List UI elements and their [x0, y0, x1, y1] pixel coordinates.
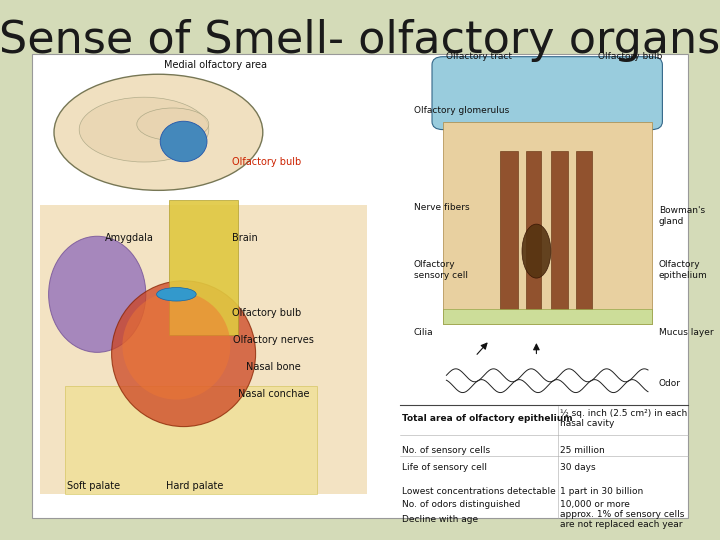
Text: Brain: Brain	[232, 233, 258, 242]
Text: approx. 1% of sensory cells
are not replaced each year: approx. 1% of sensory cells are not repl…	[560, 510, 685, 529]
FancyBboxPatch shape	[40, 205, 367, 494]
Ellipse shape	[49, 237, 145, 352]
Text: ½ sq. inch (2.5 cm²) in each
nasal cavity: ½ sq. inch (2.5 cm²) in each nasal cavit…	[560, 409, 688, 428]
FancyBboxPatch shape	[432, 57, 662, 130]
Ellipse shape	[112, 281, 256, 427]
Text: Sense of Smell- olfactory organs: Sense of Smell- olfactory organs	[0, 19, 720, 62]
Ellipse shape	[54, 74, 263, 191]
FancyBboxPatch shape	[526, 151, 541, 313]
Text: Olfactory bulb: Olfactory bulb	[598, 52, 662, 61]
Text: Nasal bone: Nasal bone	[246, 362, 301, 372]
Text: Olfactory glomerulus: Olfactory glomerulus	[414, 106, 509, 115]
Text: Odor: Odor	[659, 379, 681, 388]
Text: Olfactory tract: Olfactory tract	[446, 52, 513, 61]
Ellipse shape	[137, 108, 209, 140]
Ellipse shape	[79, 97, 209, 162]
Text: Nerve fibers: Nerve fibers	[414, 204, 469, 212]
Text: Cilia: Cilia	[414, 328, 433, 336]
FancyBboxPatch shape	[32, 54, 688, 518]
Text: Medial olfactory area: Medial olfactory area	[164, 60, 268, 70]
Text: 30 days: 30 days	[560, 463, 595, 471]
Text: Olfactory bulb: Olfactory bulb	[232, 157, 301, 167]
Text: Lowest concentrations detectable: Lowest concentrations detectable	[402, 487, 556, 496]
Text: Mucus layer: Mucus layer	[659, 328, 714, 336]
Text: Amygdala: Amygdala	[105, 233, 154, 242]
Text: Life of sensory cell: Life of sensory cell	[402, 463, 487, 471]
Ellipse shape	[522, 224, 551, 278]
Text: Total area of olfactory epithelium: Total area of olfactory epithelium	[402, 414, 572, 423]
Text: 25 million: 25 million	[560, 447, 605, 455]
Text: Soft palate: Soft palate	[67, 481, 120, 491]
Text: No. of sensory cells: No. of sensory cells	[402, 447, 490, 455]
Text: Olfactory
sensory cell: Olfactory sensory cell	[414, 260, 468, 280]
Text: No. of odors distinguished: No. of odors distinguished	[402, 501, 520, 509]
Ellipse shape	[160, 122, 207, 162]
FancyBboxPatch shape	[169, 200, 238, 335]
Text: 1 part in 30 billion: 1 part in 30 billion	[560, 487, 644, 496]
Ellipse shape	[157, 287, 197, 301]
Text: Bowman's
gland: Bowman's gland	[659, 206, 705, 226]
FancyBboxPatch shape	[65, 386, 317, 494]
FancyBboxPatch shape	[443, 309, 652, 324]
Text: Olfactory nerves: Olfactory nerves	[233, 335, 314, 345]
Text: 10,000 or more: 10,000 or more	[560, 501, 630, 509]
FancyBboxPatch shape	[551, 151, 568, 313]
Ellipse shape	[122, 292, 230, 400]
Text: Olfactory
epithelium: Olfactory epithelium	[659, 260, 708, 280]
FancyBboxPatch shape	[443, 122, 652, 324]
Text: Nasal conchae: Nasal conchae	[238, 389, 310, 399]
Text: Olfactory bulb: Olfactory bulb	[232, 308, 301, 318]
FancyBboxPatch shape	[576, 151, 592, 313]
FancyBboxPatch shape	[500, 151, 518, 313]
Text: Hard palate: Hard palate	[166, 481, 223, 491]
Text: Decline with age: Decline with age	[402, 515, 478, 524]
